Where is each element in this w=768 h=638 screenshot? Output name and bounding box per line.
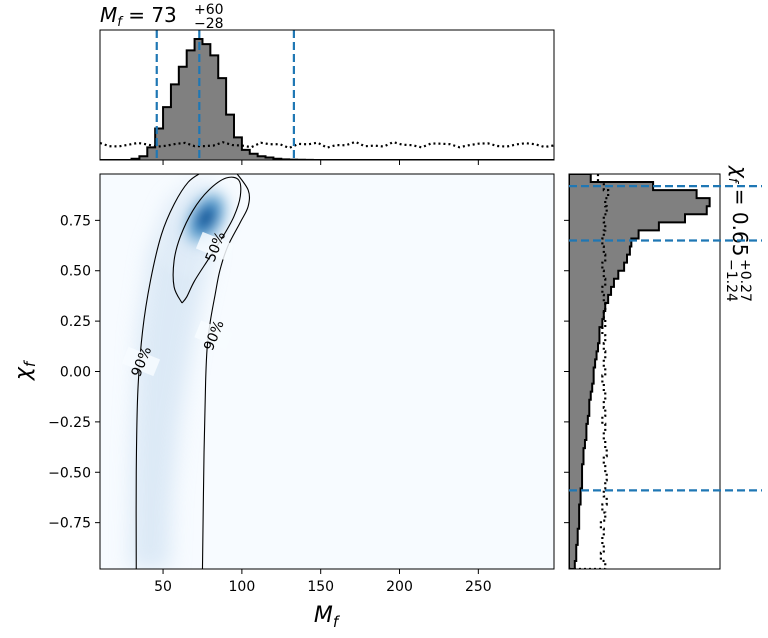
chif-title: χf = 0.65 +0.27 −1.24 (723, 165, 753, 302)
mf-prior-line (100, 140, 554, 150)
x-tick-label: 200 (386, 579, 413, 595)
joint-panel: 50%90%90% 50 100 150 200 250 0.75 0.50 0.25 0.0… (11, 173, 555, 631)
y-tick-label: −0.25 (48, 415, 91, 431)
contour-label-bg (195, 231, 235, 262)
contour-labels: 50%90%90% (121, 229, 235, 379)
chif-posterior-histogram (569, 174, 711, 569)
x-tick-label: 250 (465, 579, 492, 595)
chif-title-plus: +0.27 (737, 259, 753, 302)
y-tick-label: 0.25 (60, 314, 91, 330)
joint-x-ticks: 50 100 150 200 250 (154, 569, 492, 595)
contour-50pct (172, 176, 242, 304)
y-tick-label: −0.75 (48, 516, 91, 532)
chif-title-minus: −1.24 (723, 259, 739, 302)
top-x-ticks (162, 160, 479, 165)
y-tick-label: 0.50 (60, 264, 91, 280)
top-marginal-panel: Mf = 73 +60 −28 (99, 2, 555, 165)
y-axis-label: χf (11, 359, 39, 381)
y-tick-label: 0.75 (60, 213, 91, 229)
contour-label-bg (194, 320, 233, 350)
x-axis-label: Mf (314, 603, 341, 631)
contour-label-bg (121, 346, 161, 377)
x-tick-label: 100 (229, 579, 256, 595)
mf-title-plus: +60 (194, 2, 224, 18)
y-tick-label: −0.50 (48, 465, 91, 481)
mf-title: Mf = 73 (100, 3, 177, 30)
right-marginal-panel: χf = 0.65 +0.27 −1.24 (564, 165, 753, 570)
contour-90pct (135, 174, 201, 569)
density-core (182, 187, 230, 249)
contour-lines (135, 174, 251, 569)
y-tick-label: 0.00 (60, 365, 91, 381)
x-tick-label: 50 (154, 579, 172, 595)
x-tick-label: 150 (307, 579, 334, 595)
contour-90pct (201, 174, 251, 569)
svg-text:χf = 0.65: χf = 0.65 (725, 165, 752, 256)
mf-posterior-histogram (100, 38, 554, 160)
mf-title-minus: −28 (194, 16, 224, 32)
joint-y-ticks: 0.75 0.50 0.25 0.00 −0.25 −0.50 −0.75 (48, 213, 100, 532)
mf-credible-lines (155, 30, 295, 160)
right-y-ticks (564, 219, 569, 524)
top-frame (99, 29, 555, 161)
